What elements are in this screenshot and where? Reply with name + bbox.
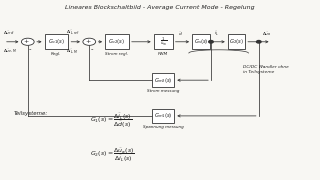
- Bar: [152, 109, 174, 123]
- Text: $\Delta\tilde{u}_{ref}$: $\Delta\tilde{u}_{ref}$: [3, 30, 16, 37]
- Circle shape: [257, 40, 261, 43]
- Text: $\tilde{d}$: $\tilde{d}$: [178, 30, 182, 38]
- Text: +: +: [24, 39, 29, 44]
- Text: Spannung messung: Spannung messung: [143, 125, 184, 129]
- Text: -: -: [29, 46, 32, 52]
- Text: $\frac{1}{\hat{u}_{ra}}$: $\frac{1}{\hat{u}_{ra}}$: [160, 35, 167, 48]
- Circle shape: [209, 40, 213, 43]
- Text: $\Delta\tilde{i}_{L,ref}$: $\Delta\tilde{i}_{L,ref}$: [66, 29, 80, 37]
- Text: DC/DC Wandler ohne
in Teilsysteme: DC/DC Wandler ohne in Teilsysteme: [243, 65, 289, 74]
- Bar: [228, 34, 245, 49]
- Bar: [154, 34, 173, 49]
- Circle shape: [21, 38, 34, 45]
- Text: $G_1 (s) = \dfrac{\Delta\tilde{i}_L(s)}{\Delta\tilde{d}(s)}$: $G_1 (s) = \dfrac{\Delta\tilde{i}_L(s)}{…: [90, 111, 132, 130]
- Text: $G_{c2}(s)$: $G_{c2}(s)$: [108, 37, 125, 46]
- Text: Strom regl.: Strom regl.: [106, 52, 129, 56]
- Text: $\tilde{i}_L$: $\tilde{i}_L$: [213, 30, 218, 38]
- Text: $G_{c1}(s)$: $G_{c1}(s)$: [48, 37, 65, 46]
- Text: $\Delta\tilde{u}_a$: $\Delta\tilde{u}_a$: [262, 30, 271, 38]
- Text: $G_{m1}(s)$: $G_{m1}(s)$: [154, 111, 172, 120]
- Text: Lineares Blockschaltbild - Average Current Mode - Regelung: Lineares Blockschaltbild - Average Curre…: [65, 5, 255, 10]
- Bar: [105, 34, 129, 49]
- Text: $G_2(s)$: $G_2(s)$: [229, 37, 244, 46]
- Text: $G_s(s)$: $G_s(s)$: [194, 37, 208, 46]
- Text: +: +: [85, 39, 90, 44]
- Text: Regl.: Regl.: [51, 52, 62, 56]
- Text: Teilsysteme:: Teilsysteme:: [13, 111, 48, 116]
- Text: Strom messung: Strom messung: [147, 89, 180, 93]
- Text: PWM: PWM: [158, 52, 168, 56]
- Bar: [192, 34, 210, 49]
- Circle shape: [83, 38, 96, 45]
- Text: $G_2 (s) = \dfrac{\Delta\tilde{u}_a(s)}{\Delta\tilde{i}_L(s)}$: $G_2 (s) = \dfrac{\Delta\tilde{u}_a(s)}{…: [90, 147, 135, 164]
- Bar: [44, 34, 68, 49]
- Text: $G_{m2}(s)$: $G_{m2}(s)$: [154, 76, 172, 85]
- Text: -: -: [91, 46, 93, 52]
- Text: $\Delta\tilde{u}_{e,M}$: $\Delta\tilde{u}_{e,M}$: [3, 47, 17, 55]
- Bar: [152, 73, 174, 87]
- Text: $\Delta\tilde{i}_{L,M}$: $\Delta\tilde{i}_{L,M}$: [66, 47, 78, 55]
